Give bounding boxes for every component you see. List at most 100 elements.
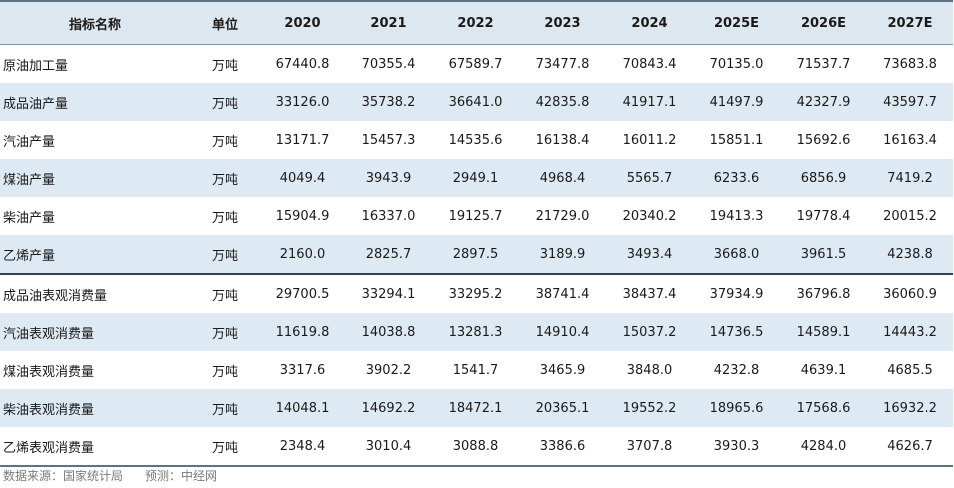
row-value: 4968.4 [539,170,586,186]
header-year-2022: 2022 [432,0,519,45]
row-value: 13171.7 [275,132,330,148]
row-unit: 万吨 [211,402,238,418]
row-value: 2348.4 [260,427,345,467]
table-row: 成品油表观消费量 万吨 29700.5 33294.1 33295.2 38741.4 38… [0,273,953,313]
row-unit: 万吨 [211,96,238,112]
row-value: 21729.0 [535,208,590,224]
header-unit: 单位 [190,0,260,45]
row-value: 36641.0 [448,94,503,110]
row-value: 2949.1 [452,170,499,186]
row-indicator-name: 原油加工量 [3,58,69,74]
table-row: 乙烯产量 万吨 2160.0 2825.7 2897.5 3189.9 3493.4 3668… [0,235,953,274]
row-value: 6233.6 [713,170,760,186]
row-value: 73683.8 [883,56,937,72]
row-unit: 万吨 [211,248,238,264]
row-value: 14736.5 [709,324,764,340]
row-value: 4284.0 [780,427,867,467]
row-value: 15457.3 [361,132,416,148]
row-unit: 万吨 [190,273,260,313]
row-value: 14692.2 [361,400,416,416]
row-value: 3961.5 [800,246,847,262]
row-indicator-name: 成品油产量 [3,96,69,112]
footer-notes: 数据来源：国家统计局 预测：中经网 [3,467,217,484]
forecast-source-note: 预测：中经网 [145,469,218,483]
row-value: 19413.3 [709,208,764,224]
row-unit: 万吨 [211,58,238,74]
row-indicator-name: 煤油产量 [3,172,56,188]
row-value: 7419.2 [887,170,933,186]
row-value: 3848.0 [626,362,673,378]
row-value: 36796.8 [780,273,867,313]
row-value: 35738.2 [361,94,416,110]
row-value: 33294.1 [345,273,432,313]
row-value: 18965.6 [709,400,764,416]
table-row: 柴油表观消费量 万吨 14048.1 14692.2 18472.1 20365.1 195… [0,389,953,427]
row-value: 14589.1 [796,324,851,340]
header-year-2027e: 2027E [867,0,953,45]
data-table: 指标名称 单位 2020 2021 2022 2023 2024 2025E 2… [0,0,953,467]
table-row: 原油加工量 万吨 67440.8 70355.4 67589.7 73477.8 70843… [0,44,953,83]
row-value: 3902.2 [365,362,412,378]
row-value: 42835.8 [535,94,590,110]
row-indicator-name: 柴油产量 [3,210,56,226]
header-year-2025e: 2025E [693,0,780,45]
row-value: 4685.5 [887,362,933,378]
row-value: 3088.8 [432,427,519,467]
row-value: 3943.9 [365,170,412,186]
row-value: 3317.6 [279,362,326,378]
row-unit: 万吨 [211,210,238,226]
row-value: 14443.2 [883,324,937,340]
table-row: 汽油表观消费量 万吨 11619.8 14038.8 13281.3 14910.4 150… [0,313,953,351]
row-value: 16011.2 [622,132,677,148]
row-value: 70843.4 [622,56,677,72]
row-value: 6856.9 [800,170,847,186]
row-value: 5565.7 [626,170,673,186]
row-value: 16932.2 [883,400,937,416]
row-value: 11619.8 [275,324,330,340]
row-value: 4626.7 [867,427,953,467]
table-row: 汽油产量 万吨 13171.7 15457.3 14535.6 16138.4 16011.… [0,121,953,159]
row-indicator-name: 汽油表观消费量 [3,326,95,342]
header-year-2026e: 2026E [780,0,867,45]
row-value: 38437.4 [606,273,693,313]
row-value: 18472.1 [448,400,503,416]
row-unit: 万吨 [211,326,238,342]
row-unit: 万吨 [190,427,260,467]
row-value: 41917.1 [622,94,677,110]
row-value: 14535.6 [448,132,503,148]
table-row: 柴油产量 万吨 15904.9 16337.0 19125.7 21729.0 20340.… [0,197,953,235]
row-value: 3386.6 [519,427,606,467]
row-value: 3930.3 [693,427,780,467]
data-source-note: 数据来源：国家统计局 [3,469,124,483]
header-indicator-name: 指标名称 [0,0,190,45]
row-value: 14038.8 [361,324,416,340]
row-value: 3189.9 [539,246,586,262]
row-value: 29700.5 [260,273,345,313]
header-year-2023: 2023 [519,0,606,45]
row-value: 15851.1 [709,132,764,148]
row-value: 15037.2 [622,324,677,340]
row-value: 71537.7 [796,56,851,72]
header-year-2020: 2020 [260,0,345,45]
table-row: 煤油产量 万吨 4049.4 3943.9 2949.1 4968.4 5565.7 6233… [0,159,953,197]
row-value: 20340.2 [622,208,677,224]
row-value: 20365.1 [535,400,590,416]
row-value: 3010.4 [345,427,432,467]
row-value: 15904.9 [275,208,330,224]
header-row: 指标名称 单位 2020 2021 2022 2023 2024 2025E 2… [0,0,953,45]
row-value: 16163.4 [883,132,937,148]
row-value: 3493.4 [626,246,673,262]
row-value: 2825.7 [365,246,412,262]
row-value: 36060.9 [867,273,953,313]
row-indicator-name: 柴油表观消费量 [3,402,95,418]
row-value: 3668.0 [713,246,760,262]
row-value: 2160.0 [279,246,326,262]
row-value: 16337.0 [361,208,416,224]
table-header: 指标名称 单位 2020 2021 2022 2023 2024 2025E 2… [0,0,953,45]
header-year-2024: 2024 [606,0,693,45]
row-value: 41497.9 [709,94,764,110]
row-value: 70355.4 [361,56,416,72]
row-indicator-name: 煤油表观消费量 [3,364,95,380]
row-value: 1541.7 [452,362,499,378]
